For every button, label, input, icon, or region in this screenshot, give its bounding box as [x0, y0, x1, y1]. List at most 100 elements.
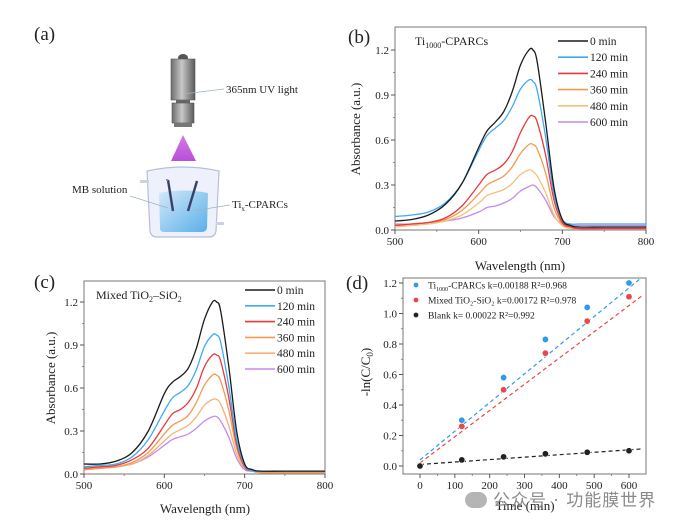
chart-b-ytick-label: 0.0	[375, 225, 389, 237]
chart-c-xtick-label: 600	[156, 480, 173, 492]
chart-b-legend-label: 480 min	[590, 101, 628, 113]
chart-b-series-240-min	[394, 114, 646, 230]
chart-c: (c) Mixed TiO2–SiO2 Wavelength (nm) Abso…	[34, 272, 334, 516]
chart-d-point-Ti1000-CPARCs	[458, 416, 466, 424]
uv-light-label: 365nm UV light	[226, 84, 298, 96]
chart-b-xtick-label: 800	[638, 236, 655, 248]
chart-b-ytick-label: 0.9	[375, 90, 389, 102]
chart-c-ytick-label: 0.9	[64, 340, 78, 352]
chart-d-xtick-label: 400	[551, 480, 568, 492]
chart-d-point-Ti1000-CPARCs	[583, 303, 591, 311]
wechat-icon	[465, 492, 487, 508]
chart-d-point-Ti1000-CPARCs	[500, 374, 508, 382]
chart-d-point-Ti1000-CPARCs	[625, 279, 633, 287]
panel-c-label: (c)	[34, 272, 55, 293]
chart-b-legend-label: 120 min	[590, 52, 628, 64]
chart-b-xlabel: Wavelength (nm)	[475, 258, 565, 273]
chart-d-xtick-label: 100	[447, 480, 464, 492]
chart-d-point-Blank	[583, 448, 591, 456]
sample-label-leader	[191, 204, 231, 212]
chart-d-point-Blank	[541, 450, 549, 458]
chart-c-legend-label: 120 min	[277, 301, 315, 313]
chart-c-xlabel: Wavelength (nm)	[160, 501, 250, 516]
chart-d-fit-Ti1000-CPARCs	[419, 278, 642, 461]
uv-label-leader	[182, 88, 225, 95]
chart-b-legend-label: 0 min	[590, 36, 617, 48]
chart-d-ylabel: -ln(C/C0)	[358, 348, 375, 397]
chart-d-fit-Mixed-TiO2-SiO2	[419, 294, 644, 464]
mb-solution-label: MB solution	[72, 184, 128, 196]
chart-c-legend-label: 480 min	[277, 348, 315, 360]
chart-b-ytick-label: 0.3	[375, 180, 389, 192]
chart-c-title: Mixed TiO2–SiO2	[96, 288, 182, 304]
chart-b-series-480-min	[394, 169, 646, 230]
panel-a-label: (a)	[34, 24, 55, 45]
beaker-icon	[140, 166, 224, 238]
chart-c-ytick-label: 0.0	[64, 469, 78, 481]
chart-d-point-Mixed-TiO2-SiO2	[500, 386, 508, 394]
chart-d-xtick-label: 600	[621, 480, 638, 492]
chart-b-ytick-label: 1.2	[375, 45, 389, 57]
chart-d-point-Blank	[458, 456, 466, 464]
chart-c-legend-label: 240 min	[277, 317, 315, 329]
chart-d-xlabel: Time (min)	[495, 498, 554, 513]
chart-b: (b) Ti1000-CPARCs Wavelength (nm) Absorb…	[348, 26, 655, 273]
chart-d-point-Ti1000-CPARCs	[541, 335, 549, 343]
watermark-text: 公众号 · 功能膜世界	[493, 491, 657, 511]
chart-c-series-360-min	[83, 373, 325, 474]
chart-b-xtick-label: 700	[554, 236, 571, 248]
chart-d: (d) Time (min) -ln(C/C0) 0 100 200 300 400 50…	[346, 273, 647, 513]
chart-d-ytick-label: 0.8	[383, 339, 397, 351]
chart-b-series-360-min	[394, 143, 646, 230]
chart-d-ytick-label: 0.4	[383, 400, 397, 412]
chart-c-legend-label: 360 min	[277, 332, 315, 344]
chart-d-point-Blank	[500, 453, 508, 461]
watermark: 公众号 · 功能膜世界	[465, 486, 656, 511]
chart-d-fit-Blank	[419, 448, 643, 466]
chart-c-xtick-label: 800	[317, 480, 334, 492]
chart-d-xtick-label: 300	[516, 480, 533, 492]
chart-b-legend-label: 600 min	[590, 117, 628, 129]
chart-d-xtick-label: 200	[481, 480, 498, 492]
panel-d-label: (d)	[346, 273, 368, 294]
chart-d-ytick-label: 1.0	[383, 309, 397, 321]
chart-d-point-Mixed-TiO2-SiO2	[625, 293, 633, 301]
chart-d-legend-marker	[413, 297, 419, 303]
chart-c-ylabel: Absorbance (a.u.)	[43, 332, 58, 425]
chart-c-legend-label: 600 min	[277, 364, 315, 376]
chart-d-point-Mixed-TiO2-SiO2	[458, 422, 466, 430]
chart-b-ylabel: Absorbance (a.u.)	[348, 83, 363, 176]
chart-c-legend-label: 0 min	[277, 285, 304, 297]
chart-d-ytick-label: 0.2	[383, 431, 397, 443]
uv-beam-icon	[171, 135, 196, 161]
chart-d-ytick-label: 0.0	[383, 461, 397, 473]
chart-c-xtick-label: 700	[236, 480, 253, 492]
chart-d-point-Mixed-TiO2-SiO2	[541, 349, 549, 357]
chart-d-legend-label: Blank k= 0.00022 R²=0.992	[428, 312, 535, 322]
chart-d-legend-label: Ti1000-CPARCs k=0.00188 R²=0.968	[428, 282, 567, 294]
chart-c-ytick-label: 0.6	[64, 383, 78, 395]
chart-b-xtick-label: 600	[470, 236, 487, 248]
chart-b-legend-label: 360 min	[590, 85, 628, 97]
mb-label-leader	[129, 195, 169, 209]
chart-d-legend-marker	[413, 312, 419, 318]
panel-b-label: (b)	[348, 27, 370, 48]
chart-d-ytick-label: 1.2	[383, 278, 397, 290]
chart-c-ytick-label: 1.2	[64, 297, 78, 309]
chart-b-legend-label: 240 min	[590, 68, 628, 80]
chart-d-ytick-label: 0.6	[383, 370, 397, 382]
chart-d-point-Blank	[416, 462, 424, 470]
uv-lamp-icon	[170, 54, 196, 127]
chart-c-xtick-label: 500	[76, 480, 93, 492]
chart-d-point-Blank	[625, 447, 633, 455]
chart-c-series-0-min	[83, 299, 325, 472]
chart-d-legend-label: Mixed TiO₂-SiO₂ k=0.00172 R²=0.978	[428, 297, 576, 307]
chart-b-series-0-min	[394, 47, 646, 228]
chart-b-xtick-label: 500	[387, 236, 404, 248]
chart-b-series-120-min	[394, 78, 646, 226]
chart-b-ytick-label: 0.6	[375, 135, 389, 147]
chart-d-xtick-label: 500	[586, 480, 603, 492]
chart-d-xtick-label: 0	[417, 480, 423, 492]
chart-d-point-Mixed-TiO2-SiO2	[583, 317, 591, 325]
